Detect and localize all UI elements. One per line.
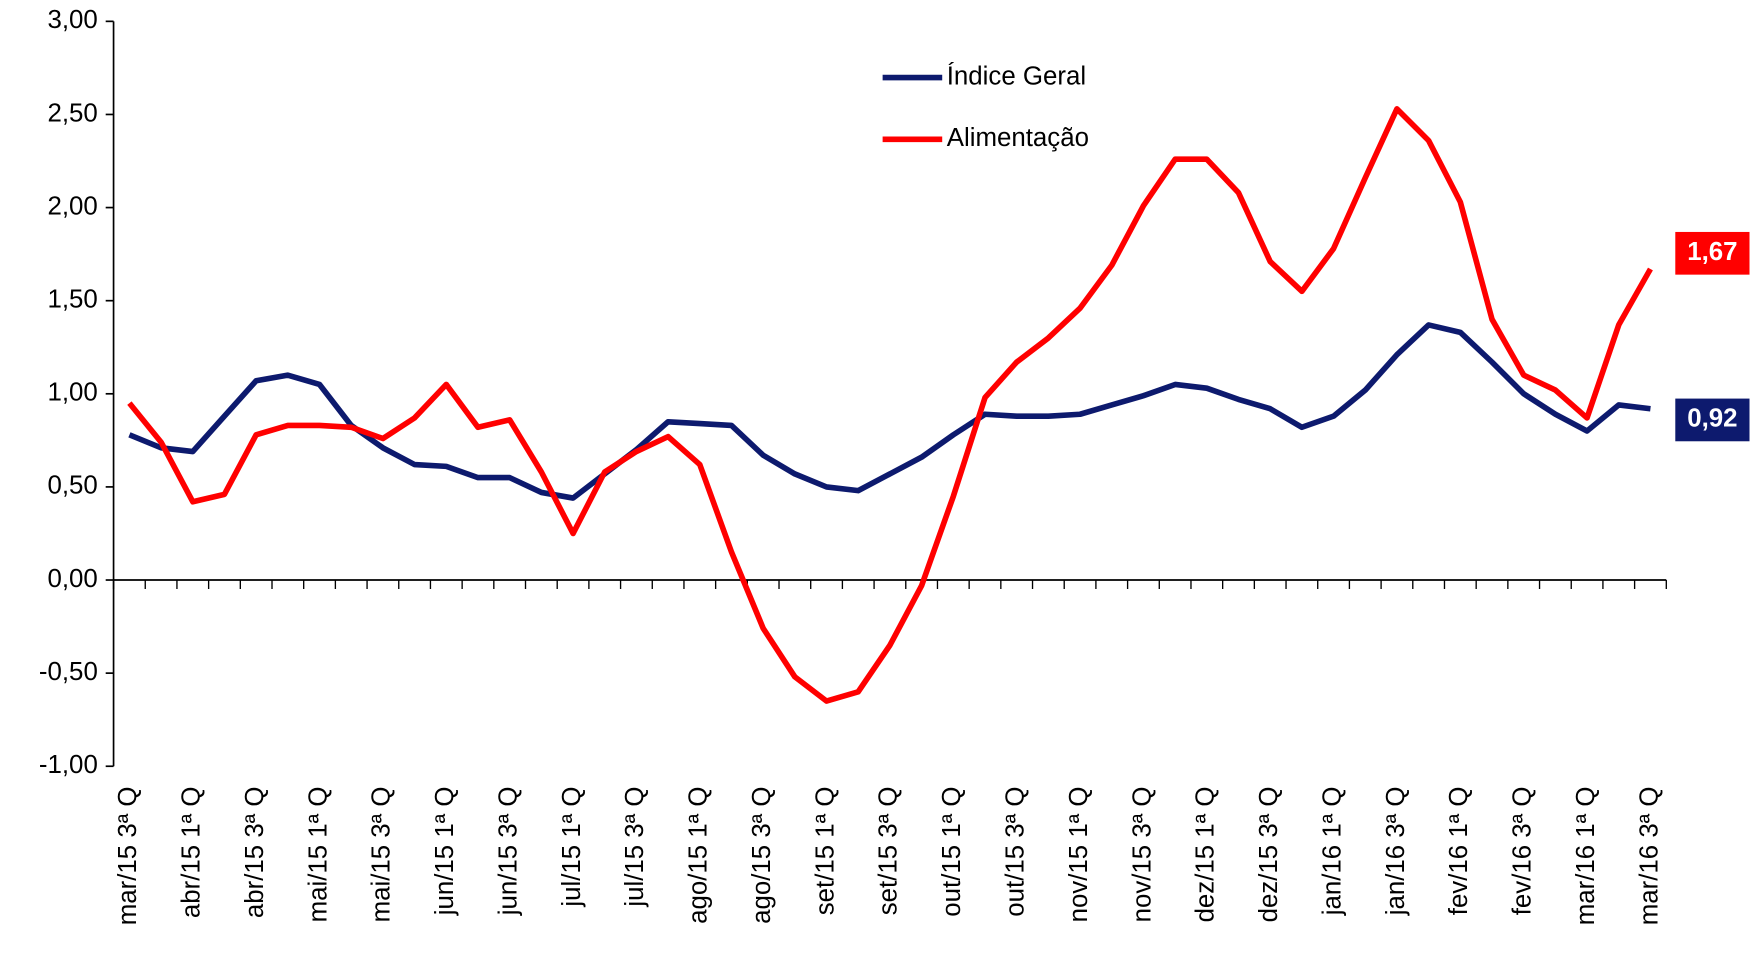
x-tick-label: jan/16 1ª Q [1318,786,1346,916]
x-tick-label: dez/15 3ª Q [1255,786,1283,922]
y-tick-label: 3,00 [47,6,97,34]
x-tick-label: nov/15 1ª Q [1065,786,1093,922]
x-tick-label: jan/16 3ª Q [1382,786,1410,916]
value-label: 1,67 [1687,238,1737,266]
x-tick-label: out/15 1ª Q [938,786,966,916]
x-tick-label: jun/15 3ª Q [494,786,522,916]
x-tick-label: ago/15 3ª Q [748,786,776,923]
x-tick-label: dez/15 1ª Q [1192,786,1220,922]
series-line [128,322,1651,501]
legend-label: Índice Geral [947,61,1086,90]
value-label: 0,92 [1687,405,1737,433]
value-label-box [1675,231,1750,275]
x-tick-label: mai/15 1ª Q [304,786,332,922]
legend-label: Alimentação [947,124,1089,152]
x-tick-label: jul/15 3ª Q [621,786,649,907]
series-line [127,106,1653,704]
x-tick-label: abr/15 1ª Q [178,786,206,918]
y-tick-label: 1,50 [47,286,97,314]
x-tick-label: ago/15 1ª Q [685,786,713,923]
x-tick-label: jun/15 1ª Q [431,786,459,916]
x-tick-label: mar/16 1ª Q [1572,786,1600,925]
x-tick-label: set/15 1ª Q [811,786,839,915]
x-tick-label: mai/15 3ª Q [368,786,396,922]
x-tick-label: fev/16 1ª Q [1445,786,1473,915]
y-tick-label: -0,50 [39,658,98,686]
y-tick-label: 2,50 [47,99,97,127]
y-tick-label: 1,00 [47,379,97,407]
y-tick-label: -1,00 [39,751,98,779]
y-tick-label: 0,50 [47,472,97,500]
y-tick-label: 0,00 [47,565,97,593]
x-tick-label: jul/15 1ª Q [558,786,586,907]
x-tick-label: abr/15 3ª Q [241,786,269,918]
x-tick-label: mar/15 3ª Q [114,786,142,925]
x-tick-label: out/15 3ª Q [1002,786,1030,916]
x-tick-label: mar/16 3ª Q [1635,786,1663,925]
x-tick-label: nov/15 3ª Q [1128,786,1156,922]
value-label-box [1675,398,1750,442]
y-tick-label: 2,00 [47,192,97,220]
x-tick-label: fev/16 3ª Q [1509,786,1537,915]
x-tick-label: set/15 3ª Q [875,786,903,915]
